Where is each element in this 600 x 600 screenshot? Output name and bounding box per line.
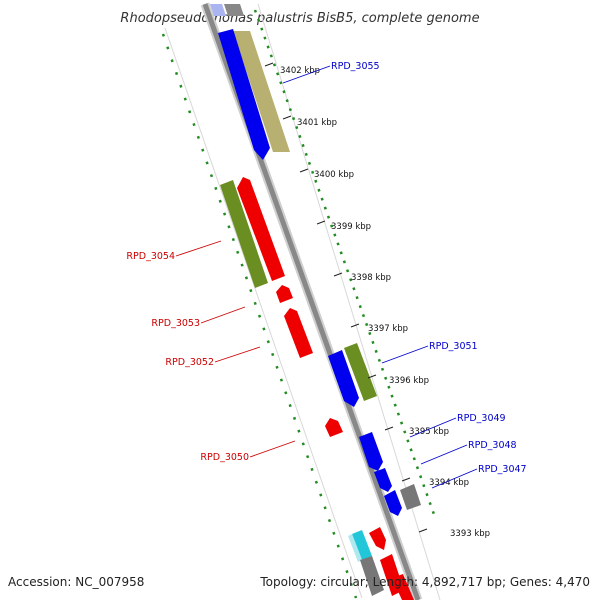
feature-red-bottom-1 (369, 527, 386, 550)
tick-label: 3395 kbp (409, 427, 449, 437)
tick-label: 3400 kbp (314, 170, 354, 180)
cog-feature-green-3054 (220, 180, 268, 288)
feature-cyan-light (348, 534, 362, 562)
forward-gene-labels: RPD_3055 RPD_3051 RPD_3049 RPD_3048 RPD_… (282, 61, 527, 489)
feature-gray-top (224, 4, 244, 16)
gene-arrow-rpd3049 (359, 432, 383, 471)
feature-blue-top (210, 4, 226, 16)
gene-arrow-rpd3052 (284, 308, 313, 358)
tick-label: 3402 kbp (280, 66, 320, 76)
feature-gray-3047 (400, 484, 421, 510)
gene-label-rpd3054[interactable]: RPD_3054 (126, 251, 175, 262)
gene-arrow-rpd3055 (218, 29, 270, 160)
gene-arrow-rpd3053 (276, 285, 293, 303)
outer-dotted-ring (253, 9, 438, 521)
gene-label-rpd3047[interactable]: RPD_3047 (478, 464, 527, 475)
gene-label-rpd3051[interactable]: RPD_3051 (429, 341, 478, 352)
cog-feature-yellow (233, 31, 290, 152)
tick-label: 3397 kbp (368, 324, 408, 334)
gene-label-rpd3049[interactable]: RPD_3049 (457, 413, 506, 424)
feature-red-bottom-3 (392, 574, 414, 600)
tick-label: 3399 kbp (331, 222, 371, 232)
topology-text: Topology: circular; Length: 4,892,717 bp… (259, 575, 590, 589)
reverse-gene-labels: RPD_3054 RPD_3053 RPD_3052 RPD_3050 (126, 240, 296, 463)
feature-gray-bottom (360, 556, 384, 596)
gene-arrow-rpd3048 (374, 468, 392, 492)
tick-label: 3398 kbp (351, 273, 391, 283)
tick-label: 3396 kbp (389, 376, 429, 386)
tick-marks (264, 62, 428, 533)
inner-ring-line (164, 27, 363, 599)
gene-arrow-rpd3051 (328, 350, 359, 407)
gene-arrow-rpd3054 (237, 177, 285, 281)
cog-feature-green-3051 (344, 343, 377, 401)
outer-ring-line (257, 3, 441, 600)
inner-dotted-ring (161, 33, 358, 599)
gene-label-rpd3055[interactable]: RPD_3055 (331, 61, 380, 72)
tick-label: 3393 kbp (450, 529, 490, 539)
gene-arrow-rpd3050 (325, 418, 343, 437)
gene-label-rpd3053[interactable]: RPD_3053 (151, 318, 200, 329)
gene-arrow-rpd3047 (384, 490, 402, 516)
gene-label-rpd3048[interactable]: RPD_3048 (468, 440, 517, 451)
accession-text: Accession: NC_007958 (8, 575, 144, 589)
gene-label-rpd3052[interactable]: RPD_3052 (165, 357, 214, 368)
tick-label: 3401 kbp (297, 118, 337, 128)
feature-cyan (352, 530, 372, 560)
tick-label: 3394 kbp (429, 478, 469, 488)
gene-label-rpd3050[interactable]: RPD_3050 (200, 452, 249, 463)
map-title: Rhodopseudomonas palustris BisB5, comple… (120, 11, 479, 26)
